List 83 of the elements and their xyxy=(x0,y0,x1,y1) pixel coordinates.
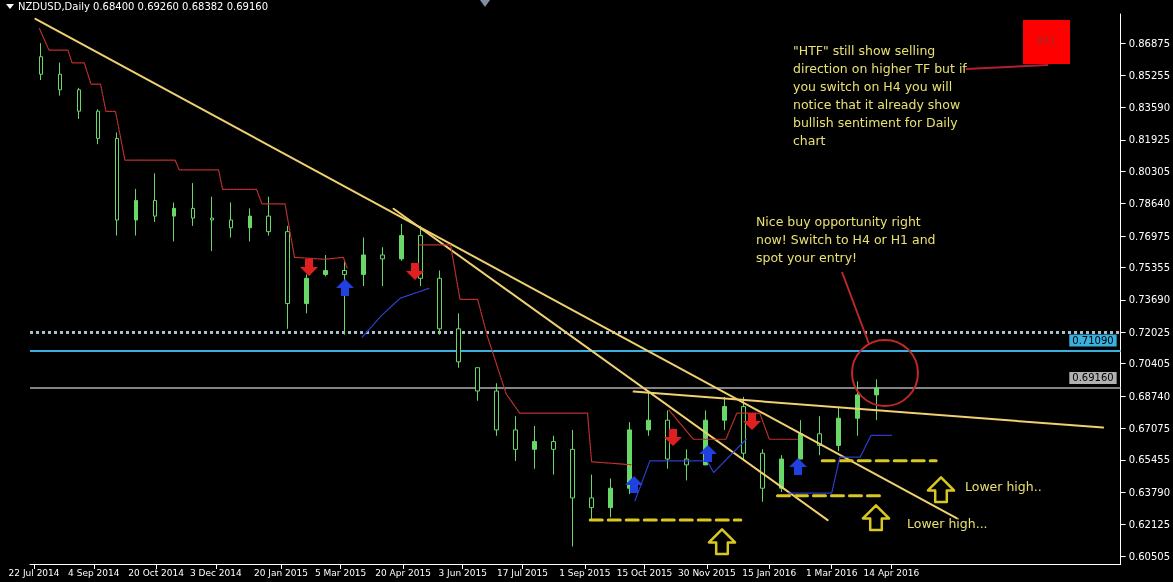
x-tick-label: 14 Apr 2016 xyxy=(863,567,920,578)
line-series xyxy=(361,287,430,338)
annotation: Lower high.. xyxy=(965,478,1043,496)
candlestick xyxy=(58,62,62,97)
y-tick-label: 0.81925 xyxy=(1128,134,1171,146)
candlestick xyxy=(361,237,366,287)
x-tick-label: 1 Mar 2016 xyxy=(806,567,858,578)
candlestick xyxy=(266,196,271,237)
candlestick xyxy=(248,207,252,242)
x-tick-label: 5 Mar 2015 xyxy=(314,567,367,578)
x-tick-label: 20 Jan 2015 xyxy=(253,567,308,578)
x-tick-label: 22 Jul 2014 xyxy=(8,567,60,578)
candlestick xyxy=(855,380,860,437)
candlestick xyxy=(115,132,119,237)
candlestick xyxy=(741,396,746,460)
candlestick xyxy=(153,172,157,223)
x-tick-label: 30 Nov 2015 xyxy=(678,567,736,578)
y-tick-label: 0.85255 xyxy=(1128,69,1171,81)
annotation: Lower high... xyxy=(907,515,989,533)
candlestick xyxy=(836,406,841,452)
x-tick-label: 20 Oct 2014 xyxy=(128,567,185,578)
candlestick xyxy=(608,477,613,518)
candlestick xyxy=(494,382,499,437)
candlestick xyxy=(323,254,328,277)
x-tick-label: 15 Oct 2015 xyxy=(616,567,673,578)
line-series xyxy=(38,27,349,270)
candlestick xyxy=(779,454,784,493)
candlestick xyxy=(285,225,290,330)
ref-line-label: 0.71090 xyxy=(1072,334,1114,346)
candlestick xyxy=(210,196,214,252)
candlestick xyxy=(798,419,803,460)
y-tick-label: 0.62125 xyxy=(1128,519,1171,531)
x-tick-label: 15 Jan 2016 xyxy=(742,567,797,578)
y-tick-label: 0.65455 xyxy=(1128,454,1171,466)
annotation: Nice buy opportunity right now! Switch to H4 or H1 and spot your entry! xyxy=(756,213,936,267)
candlestick xyxy=(39,42,43,81)
candlestick xyxy=(77,87,81,120)
y-tick-label: 0.83590 xyxy=(1128,101,1171,113)
annotation: "HTF" still show selling direction on higher TF but if you switch on H4 you will notice that it already show bullish sentiment for Daily chart xyxy=(793,42,968,150)
candlestick xyxy=(874,378,879,421)
candlestick xyxy=(191,182,195,227)
candlestick xyxy=(304,273,309,314)
y-tick-label: 0.75355 xyxy=(1128,262,1171,274)
candlestick xyxy=(134,188,138,237)
candlestick xyxy=(532,425,537,470)
y-tick-label: 0.67075 xyxy=(1128,422,1171,434)
candlestick xyxy=(172,202,176,242)
x-tick-label: 4 Sep 2014 xyxy=(68,567,120,578)
candlestick xyxy=(96,108,100,145)
annotation: W1 xyxy=(1034,32,1059,50)
candlestick xyxy=(475,367,480,402)
y-tick-label: 0.80305 xyxy=(1128,165,1171,177)
y-tick-label: 0.73690 xyxy=(1128,294,1171,306)
y-tick-label: 0.60505 xyxy=(1128,550,1171,562)
candlestick xyxy=(646,392,651,437)
candlestick xyxy=(589,474,594,520)
ref-line-label: 0.69160 xyxy=(1072,372,1114,384)
line-series xyxy=(418,244,632,466)
candlestick xyxy=(229,202,233,238)
candlestick xyxy=(551,435,556,476)
candlestick xyxy=(437,270,442,336)
candlestick xyxy=(684,448,689,481)
y-tick-label: 0.70405 xyxy=(1128,358,1171,370)
x-tick-label: 3 Jun 2015 xyxy=(438,567,487,578)
y-tick-label: 0.72025 xyxy=(1128,326,1171,338)
y-tick-label: 0.76975 xyxy=(1128,230,1171,242)
candlestick xyxy=(399,223,404,262)
x-tick-label: 3 Dec 2014 xyxy=(189,567,242,578)
line-series xyxy=(634,438,747,502)
y-tick-label: 0.78640 xyxy=(1128,198,1171,210)
candlestick xyxy=(513,415,518,462)
candlestick xyxy=(760,448,765,503)
chart-title: NZDUSD,Daily 0.68400 0.69260 0.68382 0.69160 xyxy=(18,1,269,12)
candlestick xyxy=(570,429,575,548)
candlestick xyxy=(456,312,461,369)
y-tick-label: 0.63790 xyxy=(1128,486,1171,498)
candlestick xyxy=(722,396,727,431)
y-tick-label: 0.86875 xyxy=(1128,38,1171,50)
y-tick-label: 0.68740 xyxy=(1128,390,1171,402)
x-tick-label: 17 Jul 2015 xyxy=(496,567,548,578)
candlestick xyxy=(380,246,385,287)
x-tick-label: 1 Sep 2015 xyxy=(559,567,611,578)
x-tick-label: 20 Apr 2015 xyxy=(375,567,431,578)
